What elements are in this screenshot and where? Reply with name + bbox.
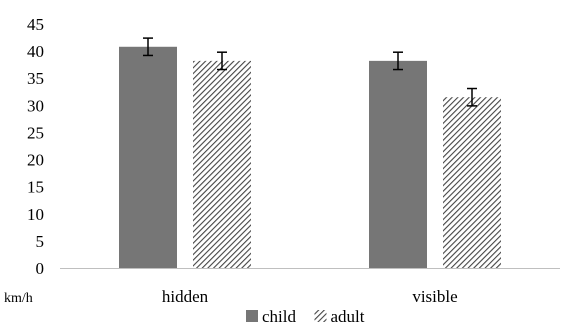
legend-swatch-child — [246, 310, 258, 322]
legend-label-adult: adult — [331, 307, 365, 326]
x-category-label: hidden — [162, 287, 209, 306]
legend: child adult — [246, 307, 365, 326]
bar-child-visible — [369, 60, 427, 269]
y-tick-label: 0 — [36, 259, 45, 278]
bar-adult-hidden — [193, 60, 251, 269]
error-bar-child-hidden — [143, 37, 153, 57]
y-tick-label: 25 — [27, 123, 44, 142]
y-tick-label: 5 — [36, 232, 45, 251]
error-bar-child-visible — [393, 51, 403, 71]
y-tick-label: 20 — [27, 151, 44, 170]
y-tick-label: 40 — [27, 42, 44, 61]
error-bars — [143, 37, 477, 107]
y-tick-label: 15 — [27, 178, 44, 197]
x-axis-unit-label: km/h — [4, 291, 33, 306]
legend-label-child: child — [262, 307, 296, 326]
x-category-label: visible — [412, 287, 457, 306]
y-tick-label: 30 — [27, 96, 44, 115]
bar-adult-visible — [443, 97, 501, 268]
error-bar-adult-hidden — [217, 51, 227, 71]
legend-item-child: child — [246, 307, 296, 326]
error-bar-adult-visible — [467, 87, 477, 107]
legend-item-adult: adult — [314, 307, 365, 326]
x-axis-labels: hidden visible — [162, 287, 458, 306]
y-axis: 0 5 10 15 20 25 30 35 40 45 — [27, 15, 44, 278]
legend-swatch-adult — [314, 310, 327, 322]
bar-child-hidden — [119, 46, 177, 269]
y-tick-label: 35 — [27, 69, 44, 88]
y-tick-label: 10 — [27, 205, 44, 224]
y-tick-label: 45 — [27, 15, 44, 34]
bars — [119, 46, 501, 269]
